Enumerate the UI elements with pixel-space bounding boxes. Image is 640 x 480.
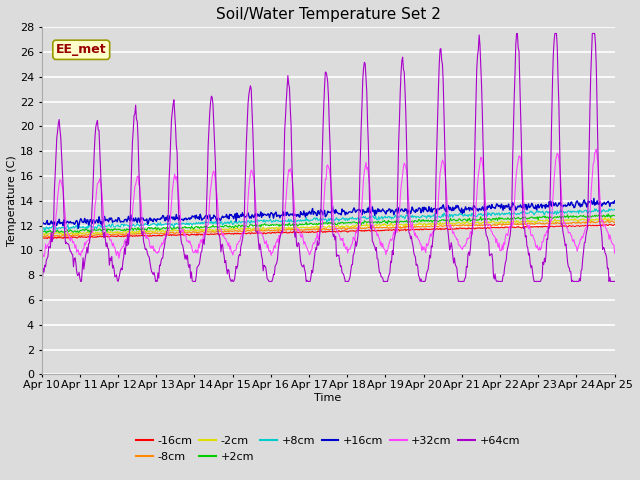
Text: EE_met: EE_met	[56, 43, 107, 56]
Legend: -16cm, -8cm, -2cm, +2cm, +8cm, +16cm, +32cm, +64cm: -16cm, -8cm, -2cm, +2cm, +8cm, +16cm, +3…	[132, 432, 524, 466]
Y-axis label: Temperature (C): Temperature (C)	[7, 156, 17, 246]
Title: Soil/Water Temperature Set 2: Soil/Water Temperature Set 2	[216, 7, 440, 22]
X-axis label: Time: Time	[314, 393, 342, 403]
